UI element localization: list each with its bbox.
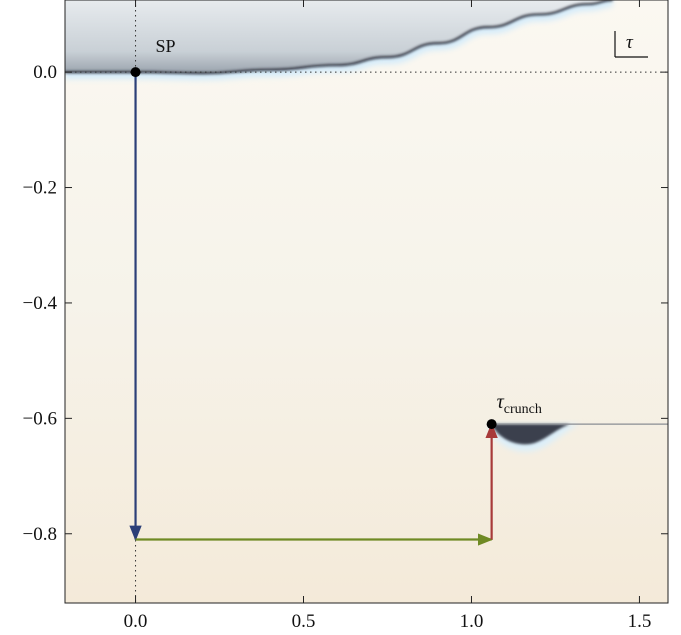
- y-tick-label: −0.4: [23, 293, 58, 314]
- point-sp: [130, 67, 141, 78]
- crunch-subscript: crunch: [504, 402, 542, 417]
- boundary-curve: [65, 0, 613, 75]
- y-tick-label: −0.2: [23, 178, 57, 199]
- plot-field: [65, 0, 668, 603]
- y-tick-label: 0.0: [33, 62, 57, 83]
- tau-symbol: τ: [497, 391, 505, 413]
- x-tick-label: 0.5: [292, 611, 316, 632]
- axis-ticks: 0.0 0.5 1.0 1.5 0.0 −0.2 −0.4 −0.6 −0.8: [23, 0, 668, 632]
- y-tick-label: −0.8: [23, 524, 57, 545]
- plot-frame: [64, 0, 669, 604]
- plane-tau-symbol: τ: [626, 32, 634, 53]
- x-tick-label: 1.0: [460, 611, 484, 632]
- point-label-tau-crunch: τcrunch: [497, 391, 542, 417]
- point-tau-crunch: [486, 419, 497, 430]
- plane-label: τ: [614, 31, 648, 58]
- y-tick-label: −0.6: [23, 408, 57, 429]
- x-tick-label: 1.5: [628, 611, 652, 632]
- point-label-sp: SP: [156, 36, 176, 56]
- crunch-bump: [491, 424, 570, 445]
- x-tick-label: 0.0: [124, 611, 148, 632]
